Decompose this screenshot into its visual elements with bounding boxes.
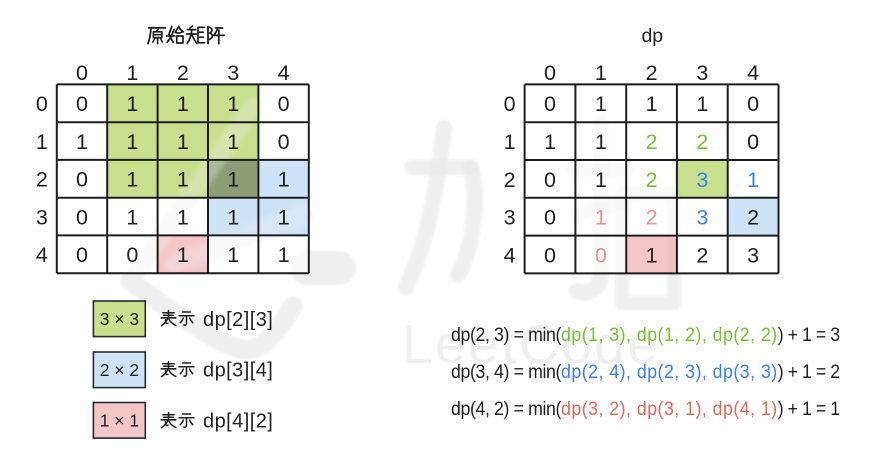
- svg-text:dp: dp: [641, 25, 663, 47]
- svg-text:0: 0: [544, 168, 556, 192]
- svg-text:1: 1: [177, 243, 189, 267]
- svg-text:LeetCode: LeetCode: [402, 313, 661, 375]
- svg-text:2: 2: [646, 168, 658, 192]
- svg-text:3: 3: [696, 206, 708, 230]
- svg-text:1: 1: [544, 130, 556, 154]
- svg-text:2: 2: [646, 130, 658, 154]
- svg-text:0: 0: [278, 92, 290, 116]
- svg-text:1: 1: [126, 205, 138, 229]
- svg-text:1: 1: [126, 61, 138, 85]
- svg-text:1: 1: [747, 168, 759, 192]
- svg-text:1: 1: [595, 92, 607, 116]
- svg-text:0: 0: [544, 206, 556, 230]
- svg-text:2: 2: [646, 61, 658, 85]
- svg-text:1: 1: [177, 205, 189, 229]
- svg-text:0: 0: [544, 243, 556, 267]
- svg-text:1: 1: [595, 61, 607, 85]
- svg-text:2: 2: [36, 168, 48, 192]
- svg-text:0: 0: [76, 92, 88, 116]
- svg-text:0: 0: [126, 243, 138, 267]
- svg-text:3: 3: [696, 168, 708, 192]
- svg-text:0: 0: [36, 92, 48, 116]
- svg-text:1: 1: [76, 130, 88, 154]
- svg-text:3: 3: [227, 61, 239, 85]
- svg-text:1 × 1: 1 × 1: [100, 411, 139, 431]
- svg-text:4: 4: [36, 243, 48, 267]
- svg-text:0: 0: [544, 92, 556, 116]
- svg-text:1: 1: [227, 168, 239, 192]
- svg-text:1: 1: [227, 130, 239, 154]
- svg-text:1: 1: [227, 92, 239, 116]
- svg-text:1: 1: [278, 205, 290, 229]
- svg-text:0: 0: [76, 243, 88, 267]
- svg-text:3: 3: [747, 243, 759, 267]
- svg-text:0: 0: [747, 92, 759, 116]
- svg-text:3: 3: [504, 206, 516, 230]
- svg-text:1: 1: [227, 243, 239, 267]
- svg-text:0: 0: [76, 205, 88, 229]
- svg-text:0: 0: [278, 130, 290, 154]
- svg-text:0: 0: [504, 92, 516, 116]
- svg-text:0: 0: [76, 168, 88, 192]
- svg-text:1: 1: [595, 130, 607, 154]
- svg-text:1: 1: [504, 130, 516, 154]
- svg-text:2: 2: [504, 168, 516, 192]
- svg-text:dp[3][4]: dp[3][4]: [203, 360, 273, 382]
- svg-text:4: 4: [504, 243, 516, 267]
- svg-text:2: 2: [646, 206, 658, 230]
- svg-text:1: 1: [177, 92, 189, 116]
- svg-text:0: 0: [544, 61, 556, 85]
- svg-text:3: 3: [36, 205, 48, 229]
- svg-text:1: 1: [595, 206, 607, 230]
- svg-text:2: 2: [747, 206, 759, 230]
- svg-text:1: 1: [278, 168, 290, 192]
- svg-text:1: 1: [646, 243, 658, 267]
- svg-text:1: 1: [696, 92, 708, 116]
- svg-text:4: 4: [278, 61, 290, 85]
- svg-text:1: 1: [177, 130, 189, 154]
- svg-text:1: 1: [227, 205, 239, 229]
- svg-text:0: 0: [747, 130, 759, 154]
- svg-text:2: 2: [696, 130, 708, 154]
- svg-text:1: 1: [595, 168, 607, 192]
- svg-text:0: 0: [76, 61, 88, 85]
- svg-text:2: 2: [696, 243, 708, 267]
- svg-text:4: 4: [747, 61, 759, 85]
- svg-text:3: 3: [696, 61, 708, 85]
- svg-text:1: 1: [646, 92, 658, 116]
- svg-text:dp[2][3]: dp[2][3]: [203, 309, 273, 331]
- svg-text:2 × 2: 2 × 2: [100, 360, 139, 380]
- svg-text:1: 1: [177, 168, 189, 192]
- svg-text:2: 2: [177, 61, 189, 85]
- svg-text:1: 1: [36, 130, 48, 154]
- svg-text:1: 1: [126, 130, 138, 154]
- svg-text:3 × 3: 3 × 3: [100, 309, 139, 329]
- svg-text:1: 1: [126, 92, 138, 116]
- svg-text:1: 1: [278, 243, 290, 267]
- svg-text:1: 1: [126, 168, 138, 192]
- svg-text:dp[4][2]: dp[4][2]: [203, 410, 273, 432]
- svg-text:0: 0: [595, 243, 607, 267]
